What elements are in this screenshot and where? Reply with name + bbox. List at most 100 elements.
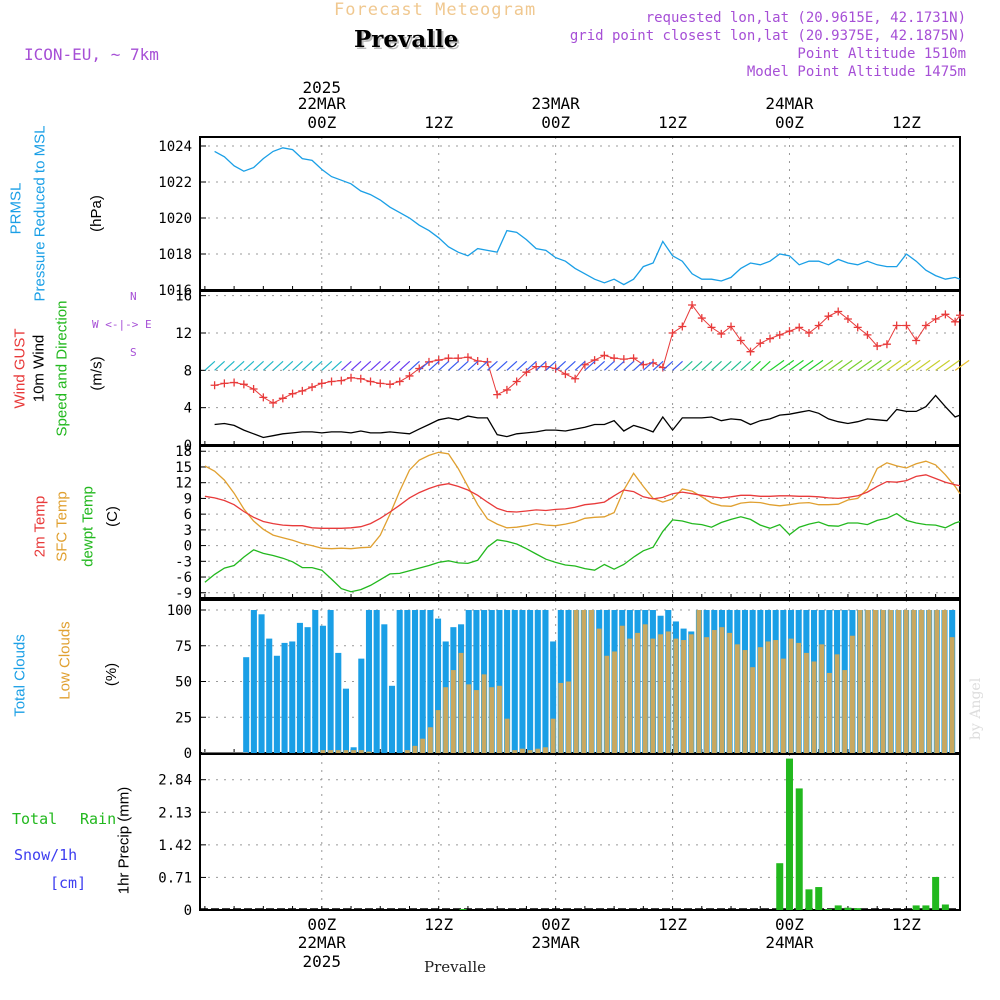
wind-speed-line <box>214 394 961 439</box>
bottom-time-label: 12Z <box>658 915 687 934</box>
y-tick-label: 1022 <box>158 175 192 191</box>
low-cloud-bar <box>358 750 364 753</box>
compass-s: S <box>130 346 137 359</box>
low-cloud-bar <box>765 641 771 753</box>
gust-marker <box>239 380 248 389</box>
gust-marker <box>668 329 677 337</box>
total-cloud-bar <box>519 610 526 753</box>
total-cloud-bar <box>465 610 472 753</box>
total-cloud-bar <box>342 688 349 753</box>
low-cloud-bar <box>404 750 410 753</box>
y-tick-label: 2.13 <box>158 805 192 821</box>
total-cloud-bar <box>358 658 365 753</box>
total-cloud-bar <box>250 610 257 753</box>
top-time-label: 00Z <box>541 113 570 132</box>
bottom-time-label: 12Z <box>424 915 453 934</box>
y-tick-label: -6 <box>175 570 192 586</box>
wind-arrow <box>204 360 216 371</box>
bottom-date-label: 24MAR <box>765 933 814 952</box>
bottom-year-label: 2025 <box>303 952 342 971</box>
low-cloud-bar <box>504 718 510 753</box>
low-cloud-bar <box>742 650 748 753</box>
low-cloud-bar <box>727 632 733 753</box>
low-cloud-bar <box>949 637 955 753</box>
y-tick-label: 50 <box>175 675 192 691</box>
wind-arrow <box>438 360 450 371</box>
total-cloud-bar <box>504 610 511 753</box>
low-cloud-bar <box>619 625 625 753</box>
total-cloud-bar <box>550 641 557 753</box>
bottom-time-label: 00Z <box>307 915 336 934</box>
gust-marker <box>366 377 375 386</box>
gust-marker <box>561 370 570 379</box>
low-cloud-bar <box>458 652 464 753</box>
total-cloud-bar <box>435 618 442 753</box>
snow-unit-label: [cm] <box>50 874 87 892</box>
wind-arrow <box>740 360 752 371</box>
wind-arrow <box>321 360 333 371</box>
low-cloud-bar <box>757 647 763 753</box>
gust-marker <box>678 322 687 331</box>
low-cloud-bar <box>819 644 825 753</box>
low-cloud-bar <box>834 654 840 753</box>
wind-arrow <box>292 360 303 371</box>
low-cloud-bar <box>412 745 418 753</box>
gust-marker <box>532 362 541 371</box>
gust-marker <box>493 390 502 399</box>
wind-arrow <box>750 360 761 371</box>
page-title: Prevalle <box>354 26 459 53</box>
wind-arrow <box>925 359 941 371</box>
gust-marker <box>610 354 619 363</box>
low-cloud-bar <box>773 640 779 753</box>
gust-marker <box>766 334 774 343</box>
wind-arrow <box>730 360 742 371</box>
gust-marker <box>249 385 258 393</box>
total-cloud-bar <box>335 652 342 753</box>
low-cloud-bar <box>596 628 602 753</box>
low-cloud-bar <box>320 750 326 753</box>
total-cloud-bar <box>243 657 250 753</box>
low-cloud-bar <box>550 718 556 753</box>
wind-arrow <box>847 359 863 371</box>
low-cloud-bar <box>750 667 756 753</box>
low-cloud-bar <box>734 644 740 753</box>
wind-arrow <box>935 359 950 371</box>
wind-arrow <box>945 359 960 371</box>
wind-arrow <box>311 360 323 371</box>
point-altitude: Point Altitude 1510m <box>797 46 966 62</box>
rain-bar <box>785 758 793 910</box>
gust-marker <box>892 321 901 330</box>
wind-arrow <box>272 360 284 371</box>
top-date-label: 23MAR <box>532 94 581 113</box>
total-cloud-bar <box>527 610 534 753</box>
low-cloud-bar <box>665 631 671 753</box>
bottom-date-label: 23MAR <box>532 933 581 952</box>
wind-arrow <box>379 360 391 371</box>
gust-marker <box>590 356 599 365</box>
wind-arrow <box>545 360 557 371</box>
total-cloud-bar <box>388 685 396 753</box>
low-cloud-bar <box>566 681 571 753</box>
wind-arrow <box>350 360 362 371</box>
gust-marker <box>956 311 964 320</box>
rain-bar <box>815 887 823 910</box>
gust-marker <box>259 393 268 402</box>
low-cloud-bar <box>543 747 548 753</box>
gust-marker <box>931 315 940 323</box>
y-tick-label: 6 <box>184 507 192 523</box>
wind-arrow <box>448 360 459 371</box>
wind-arrow <box>711 360 722 371</box>
low-cloud-bar <box>604 655 610 753</box>
2m-temp-line <box>204 474 961 529</box>
rain-bar <box>932 876 940 910</box>
rain-bar <box>844 907 852 910</box>
y-tick-label: 0 <box>184 438 192 454</box>
low-cloud-bar <box>420 738 426 753</box>
low-cloud-bar <box>849 635 855 753</box>
total-cloud-bar <box>511 610 518 753</box>
total-cloud-bar <box>319 625 326 753</box>
gust-marker <box>882 340 891 349</box>
y-tick-label: 0 <box>184 903 192 919</box>
wind-arrow <box>808 359 824 371</box>
y-tick-label: 1.42 <box>158 838 192 854</box>
